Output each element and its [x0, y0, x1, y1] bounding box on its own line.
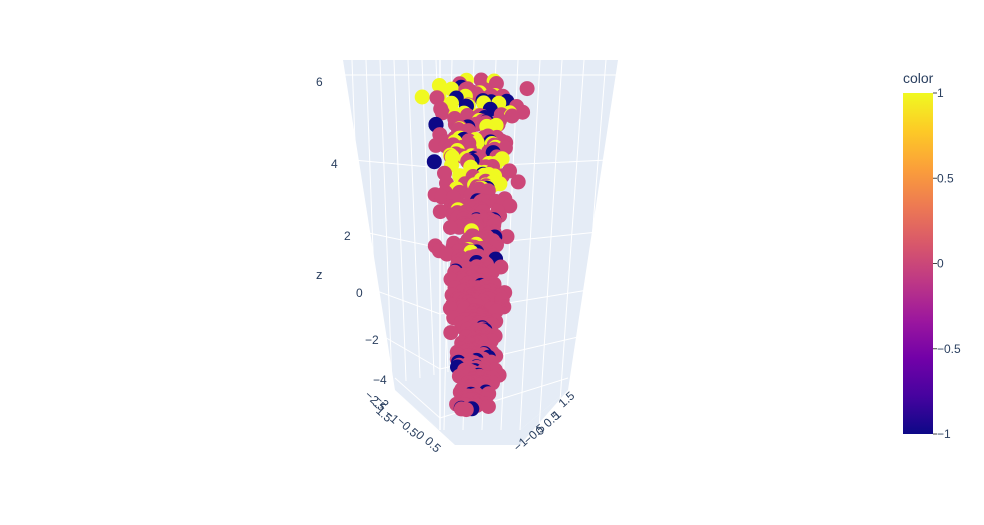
scatter-point [434, 105, 450, 121]
gridline [557, 59, 585, 431]
gridline [519, 59, 541, 431]
scatter-point [431, 78, 447, 93]
gridline [394, 377, 441, 419]
data-points [414, 72, 535, 418]
gridline [576, 59, 607, 431]
floor [395, 390, 568, 445]
gridline [421, 59, 435, 376]
left-wall [343, 60, 440, 430]
z-tick-label: 0 [356, 286, 363, 300]
colorbar-title: color [903, 70, 934, 86]
gridline [379, 59, 393, 385]
z-axis: z 6 4 2 0 −2 −4 [316, 75, 387, 387]
scatter-point [432, 204, 448, 220]
scatter-point [480, 399, 496, 414]
scatter-point [458, 402, 474, 418]
scatter-point [502, 198, 518, 214]
z-tick-label: 6 [316, 75, 323, 89]
colorbar-tick-label: 0 [937, 257, 944, 271]
scatter-point [488, 76, 504, 91]
scatter-point [443, 325, 459, 341]
gridline [363, 231, 441, 249]
y-axis: 1.5 1 0.5 0 −0.5 −1 [511, 388, 578, 454]
colorbar-gradient [903, 93, 933, 434]
gridline [374, 289, 441, 315]
gridline [393, 59, 407, 382]
gridline [351, 59, 365, 391]
scatter-point [504, 108, 520, 124]
scatter-point [519, 81, 535, 97]
scatter-point [426, 154, 442, 170]
z-tick-label: 2 [344, 229, 351, 243]
gridline [538, 59, 563, 431]
scatter-point [443, 220, 458, 235]
z-tick-label: −4 [373, 373, 387, 387]
gridline [365, 59, 379, 388]
colorbar-tick-label: −1 [937, 427, 951, 441]
colorbar[interactable]: color 1 0.5 0 −0.5 −1 [903, 70, 961, 441]
colorbar-tick-label: −0.5 [937, 342, 961, 356]
gridline [407, 59, 421, 379]
scatter-point [434, 189, 450, 205]
scatter-point [499, 229, 515, 245]
colorbar-ticks: 1 0.5 0 −0.5 −1 [933, 86, 961, 441]
scatter-point [439, 246, 455, 262]
z-axis-title: z [316, 267, 323, 282]
z-tick-label: 4 [331, 157, 338, 171]
scatter-point [510, 174, 526, 190]
z-tick-label: −2 [365, 333, 379, 347]
colorbar-tick-label: 1 [937, 86, 944, 100]
colorbar-tick-label: 0.5 [937, 171, 954, 185]
x-tick-label: 0.5 [422, 434, 444, 456]
scatter-point [414, 89, 430, 105]
gridline [384, 336, 441, 370]
